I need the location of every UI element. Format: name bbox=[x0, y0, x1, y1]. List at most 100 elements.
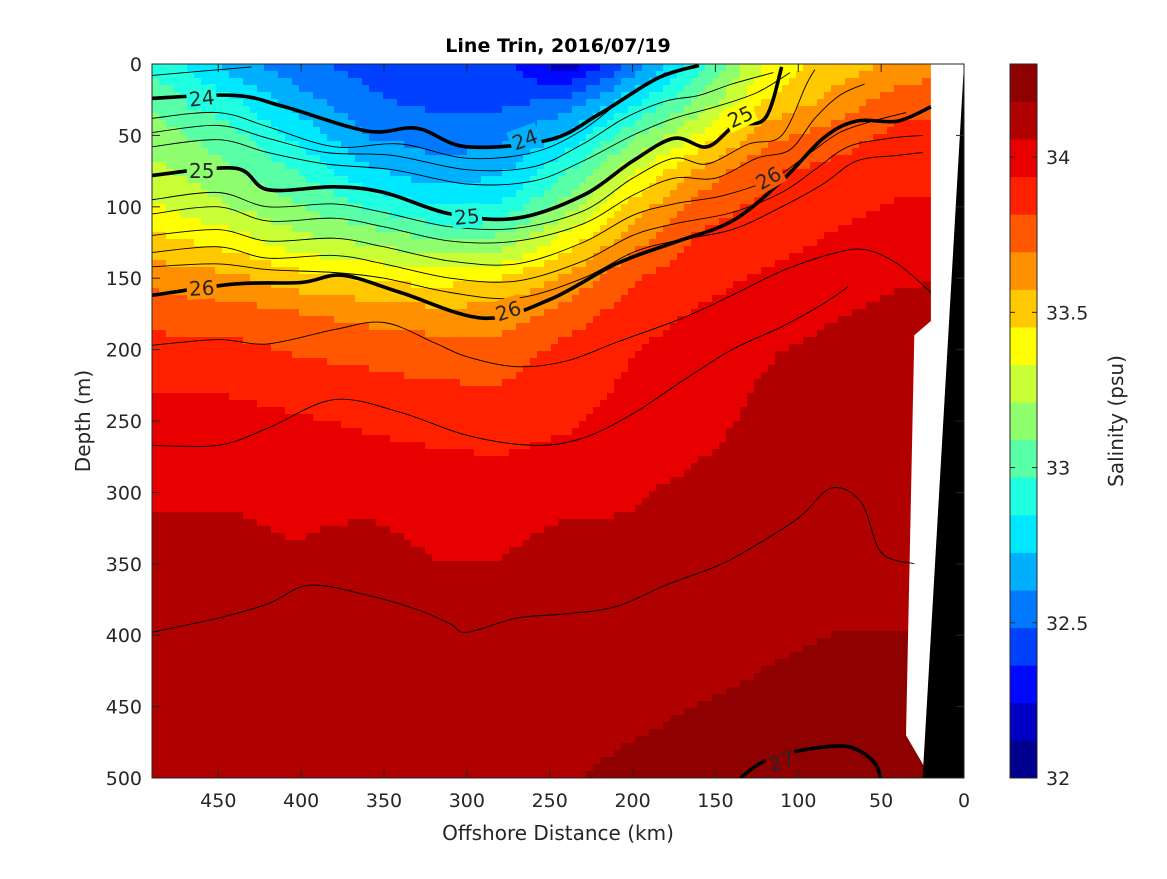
field-cell bbox=[663, 274, 671, 282]
field-cell bbox=[684, 190, 692, 198]
field-cell bbox=[733, 134, 741, 142]
field-cell bbox=[565, 330, 573, 338]
field-cell bbox=[187, 197, 195, 205]
field-cell bbox=[250, 295, 258, 303]
field-cell bbox=[369, 295, 377, 303]
field-cell bbox=[726, 344, 734, 352]
field-cell bbox=[600, 183, 608, 191]
field-cell bbox=[397, 253, 405, 261]
field-cell bbox=[705, 316, 713, 324]
field-cell bbox=[803, 211, 811, 219]
field-cell bbox=[579, 267, 587, 275]
field-cell bbox=[439, 169, 447, 177]
field-cell bbox=[229, 169, 237, 177]
field-cell bbox=[747, 232, 755, 240]
field-cell bbox=[481, 92, 489, 100]
field-cell bbox=[453, 148, 461, 156]
field-cell bbox=[362, 141, 370, 149]
field-cell bbox=[278, 127, 286, 135]
field-cell bbox=[845, 267, 853, 275]
field-cell bbox=[698, 274, 706, 282]
field-cell bbox=[691, 204, 699, 212]
field-cell bbox=[516, 344, 524, 352]
field-cell bbox=[663, 253, 671, 261]
field-cell bbox=[684, 120, 692, 128]
field-cell bbox=[656, 106, 664, 114]
field-cell bbox=[677, 148, 685, 156]
field-cell bbox=[537, 197, 545, 205]
field-cell bbox=[502, 246, 510, 254]
field-cell bbox=[768, 218, 776, 226]
field-cell bbox=[411, 127, 419, 135]
field-cell bbox=[817, 99, 825, 107]
field-cell bbox=[229, 204, 237, 212]
field-cell bbox=[656, 211, 664, 219]
field-cell bbox=[754, 288, 762, 296]
field-cell bbox=[754, 267, 762, 275]
field-cell bbox=[376, 204, 384, 212]
field-cell bbox=[705, 169, 713, 177]
field-cell bbox=[390, 120, 398, 128]
field-cell bbox=[229, 106, 237, 114]
field-cell bbox=[558, 183, 566, 191]
field-cell bbox=[747, 267, 755, 275]
field-cell bbox=[649, 337, 657, 345]
field-cell bbox=[698, 85, 706, 93]
field-cell bbox=[761, 295, 769, 303]
field-cell bbox=[390, 162, 398, 170]
field-cell bbox=[159, 253, 167, 261]
field-cell bbox=[390, 337, 398, 345]
field-cell bbox=[712, 302, 720, 310]
field-cell bbox=[880, 344, 888, 352]
field-cell bbox=[628, 190, 636, 198]
field-cell bbox=[754, 274, 762, 282]
field-cell bbox=[656, 253, 664, 261]
field-cell bbox=[320, 211, 328, 219]
field-cell bbox=[733, 78, 741, 86]
field-cell bbox=[418, 71, 426, 79]
field-cell bbox=[488, 183, 496, 191]
field-cell bbox=[299, 323, 307, 331]
field-cell bbox=[537, 323, 545, 331]
field-cell bbox=[621, 288, 629, 296]
field-cell bbox=[250, 162, 258, 170]
field-cell bbox=[642, 64, 650, 72]
field-cell bbox=[334, 218, 342, 226]
field-cell bbox=[712, 309, 720, 317]
field-cell bbox=[530, 92, 538, 100]
field-cell bbox=[313, 253, 321, 261]
field-cell bbox=[152, 330, 160, 338]
field-cell bbox=[320, 302, 328, 310]
field-cell bbox=[894, 344, 902, 352]
field-cell bbox=[446, 134, 454, 142]
field-cell bbox=[873, 288, 881, 296]
field-cell bbox=[712, 288, 720, 296]
field-cell bbox=[824, 120, 832, 128]
field-cell bbox=[439, 106, 447, 114]
field-cell bbox=[628, 309, 636, 317]
field-cell bbox=[390, 204, 398, 212]
field-cell bbox=[901, 288, 909, 296]
field-cell bbox=[166, 295, 174, 303]
field-cell bbox=[152, 134, 160, 142]
field-cell bbox=[418, 239, 426, 247]
field-cell bbox=[705, 99, 713, 107]
field-cell bbox=[397, 106, 405, 114]
field-cell bbox=[810, 204, 818, 212]
field-cell bbox=[537, 246, 545, 254]
field-cell bbox=[614, 211, 622, 219]
field-cell bbox=[831, 162, 839, 170]
field-cell bbox=[635, 302, 643, 310]
field-cell bbox=[537, 190, 545, 198]
field-cell bbox=[166, 211, 174, 219]
field-cell bbox=[817, 134, 825, 142]
field-cell bbox=[754, 253, 762, 261]
field-cell bbox=[901, 78, 909, 86]
field-cell bbox=[481, 71, 489, 79]
field-cell bbox=[348, 218, 356, 226]
field-cell bbox=[656, 302, 664, 310]
field-cell bbox=[159, 120, 167, 128]
field-cell bbox=[313, 148, 321, 156]
field-cell bbox=[887, 281, 895, 289]
field-cell bbox=[432, 99, 440, 107]
